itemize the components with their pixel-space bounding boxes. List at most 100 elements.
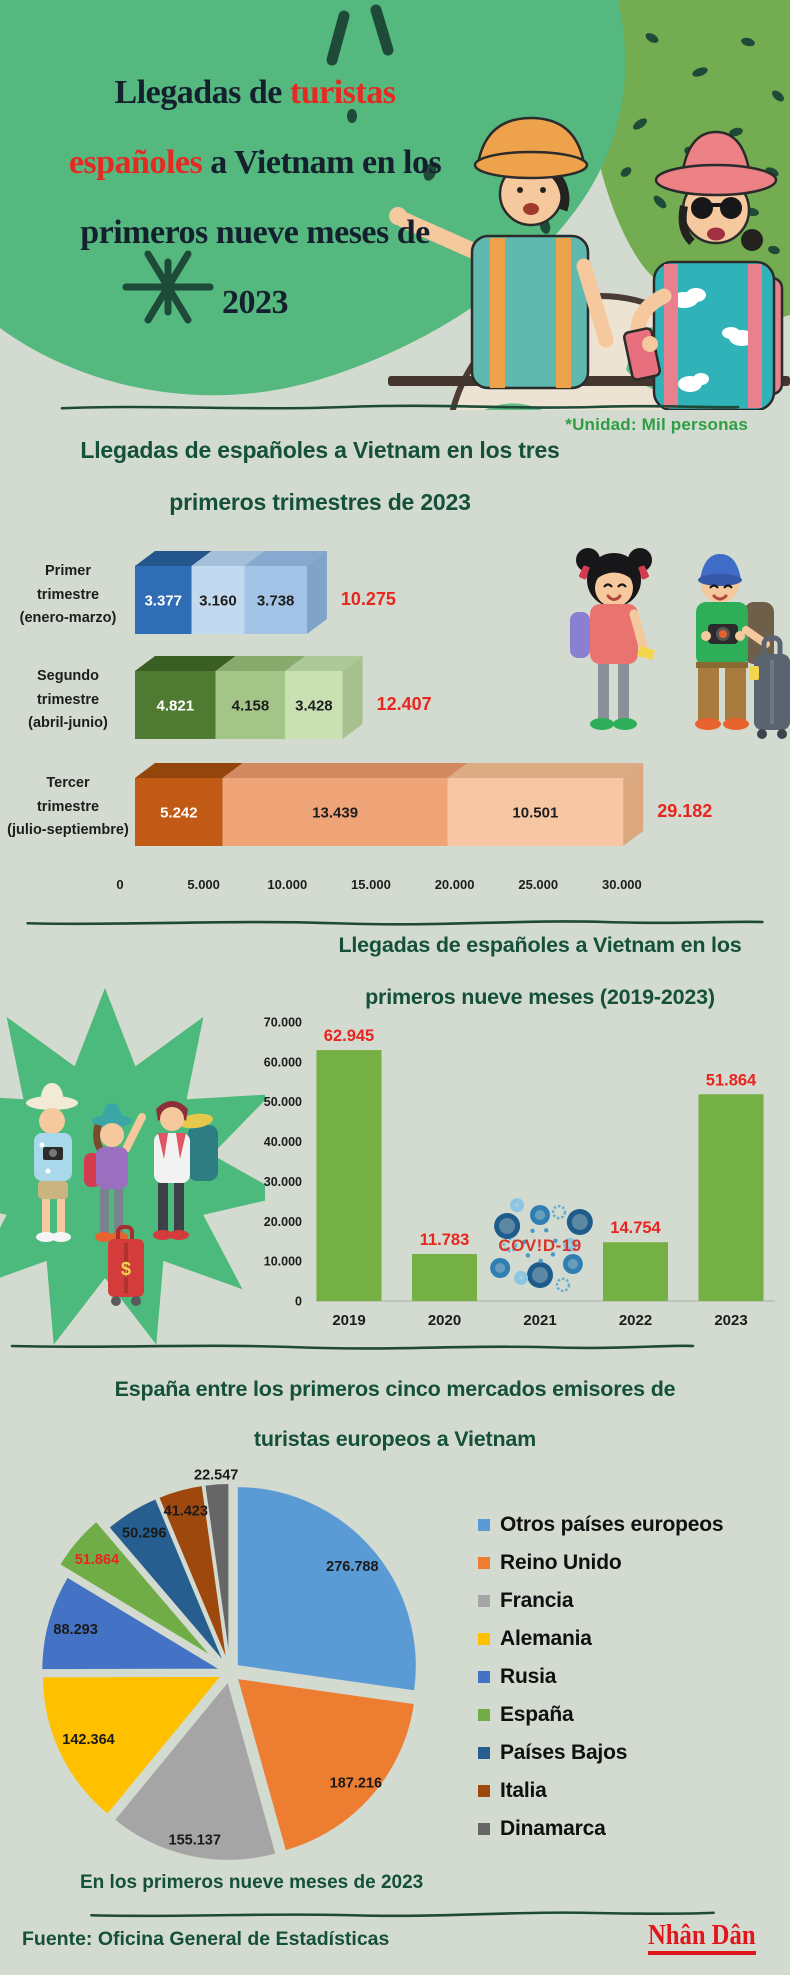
title-highlight: turistas	[289, 74, 396, 111]
pie-slice-dinamarca	[203, 1482, 231, 1664]
bar-segment	[285, 671, 343, 739]
title-highlight: españoles	[68, 144, 203, 181]
x-axis-tick: 20.000	[434, 877, 475, 892]
legend-label: Italia	[500, 1779, 547, 1802]
legend-item: Francia	[478, 1582, 723, 1620]
pie-legend: Otros países europeos Reino Unido Francia A…	[478, 1506, 724, 1848]
x-axis-tick: 10.000	[267, 877, 308, 892]
bar-segment	[135, 778, 223, 846]
legend-item: Países Bajos	[478, 1734, 723, 1772]
bar-row-label: Tercer trimestre (julio-septiembre)	[2, 772, 134, 843]
bar-total-value: 12.407	[376, 694, 432, 714]
pie-slice-value: 88.293	[53, 1622, 97, 1638]
bar-row-label-line: trimestre	[36, 586, 100, 603]
bar-row-label-line: (enero-marzo)	[19, 610, 117, 626]
bar-segment-value: 3.738	[257, 593, 295, 610]
legend-swatch	[478, 1823, 490, 1835]
x-axis-tick: 15.000	[351, 877, 391, 892]
main-title-line: primeros nueve meses de	[20, 198, 490, 268]
pie-slice-rusia	[40, 1575, 225, 1672]
bar-segment-value: 10.501	[512, 805, 558, 822]
svg-text:$: $	[121, 1259, 131, 1279]
legend-item: Otros países europeos	[478, 1506, 724, 1544]
stacked-bar: 3.377 3.160 3.738	[135, 551, 327, 634]
bar-side-face	[623, 763, 644, 846]
y-axis-tick: 10.000	[264, 1255, 302, 1269]
covid-19-icon: COV!D-19	[490, 1198, 593, 1293]
bar-segment-top	[135, 551, 212, 566]
bar-row-label-line: (abril-junio)	[28, 715, 108, 731]
y-axis-tick: 40.000	[264, 1135, 302, 1149]
europe-pie-chart: 276.788 187.216 155.137 142.364 88.293 51.864…	[40, 1467, 418, 1862]
bar-segment-top	[222, 763, 468, 778]
chart3-title-line1: España entre los primeros cinco mercados…	[114, 1377, 676, 1401]
bar-segment-value: 3.428	[295, 698, 333, 715]
stacked-bar: 4.821 4.158 3.428	[135, 656, 363, 739]
legend-label: Otros países europeos	[500, 1513, 724, 1536]
bar-segment	[135, 671, 216, 739]
title-text: 2023	[222, 284, 289, 321]
tourist-girl	[570, 548, 656, 730]
pie-slice-value: 276.788	[326, 1559, 378, 1575]
pie-slice-francia	[112, 1678, 278, 1862]
squiggle-divider-2	[20, 917, 770, 927]
legend-item: Italia	[478, 1772, 723, 1810]
pie-slice-países-bajos	[106, 1496, 227, 1665]
bar-segment-top	[447, 763, 644, 778]
legend-item: Dinamarca	[478, 1810, 723, 1848]
bar-segment	[191, 566, 245, 634]
tourist-woman	[622, 130, 784, 410]
pie-slice-value: 50.296	[122, 1525, 166, 1541]
y-axis-tick: 60.000	[264, 1055, 302, 1069]
main-title-line: Llegadas de turistas	[20, 58, 490, 128]
dash-marks	[326, 4, 394, 66]
title-text: Llegadas de	[114, 74, 290, 111]
year-label: 2022	[619, 1312, 652, 1329]
source-text: Fuente: Oficina General de Estadísticas	[22, 1928, 390, 1950]
year-bar	[603, 1242, 668, 1301]
chart1-title-line2: primeros trimestres de 2023	[169, 489, 471, 515]
yearly-bar-chart: 0 10.000 20.000 30.000 40.000 50.000 60.000 70.…	[264, 1015, 775, 1329]
squiggle-divider-4	[85, 1909, 720, 1919]
y-axis-tick: 30.000	[264, 1175, 302, 1189]
main-title: Llegadas de turistas españoles a Vietnam …	[20, 58, 490, 338]
bar-row-label-line: Segundo	[36, 668, 100, 684]
tourist-boy	[695, 554, 790, 739]
legend-label: Reino Unido	[500, 1551, 622, 1574]
bar-row-label: Segundo trimestre (abril-junio)	[2, 665, 134, 736]
legend-item: España	[478, 1696, 723, 1734]
x-axis-tick: 5.000	[187, 877, 220, 892]
chart2-title-line1: Llegadas de españoles a Vietnam en los	[338, 933, 742, 957]
bar-segment-top	[135, 763, 243, 778]
legend-swatch	[478, 1519, 490, 1531]
unit-note: *Unidad: Mil personas	[565, 415, 748, 434]
bar-segment-top	[135, 656, 236, 671]
y-axis-tick: 0	[295, 1295, 302, 1309]
pie-slice-value: 155.137	[169, 1832, 221, 1848]
main-title-line: 2023	[20, 268, 490, 338]
y-axis-tick: 70.000	[264, 1015, 302, 1029]
legend-item: Rusia	[478, 1658, 723, 1696]
bar-total-value: 10.275	[340, 589, 396, 609]
bar-row-label-line: Primer	[45, 563, 91, 579]
bar-segment-top	[244, 551, 327, 566]
dot-marks	[347, 109, 551, 234]
pie-slice-value: 41.423	[164, 1504, 208, 1520]
year-bar	[412, 1254, 477, 1301]
bar-segment-value: 4.158	[232, 698, 270, 715]
tourist-man	[389, 116, 614, 390]
main-title-line: españoles a Vietnam en los	[20, 128, 490, 198]
pie-slice-value: 51.864	[75, 1552, 119, 1568]
x-axis-tick: 30.000	[602, 877, 642, 892]
bar-row-label: Primer trimestre (enero-marzo)	[2, 560, 134, 631]
bar-segment	[135, 566, 192, 634]
legend-label: Dinamarca	[500, 1817, 606, 1840]
title-text: primeros nueve meses de	[80, 214, 430, 251]
y-axis-tick: 20.000	[264, 1215, 302, 1229]
bar-row-label-line: Tercer	[46, 775, 90, 791]
bar-segment-top	[285, 656, 363, 671]
x-axis-tick: 25.000	[518, 877, 559, 892]
pie-slice-otros-países-europeos	[235, 1485, 418, 1693]
y-axis-tick: 50.000	[264, 1095, 302, 1109]
